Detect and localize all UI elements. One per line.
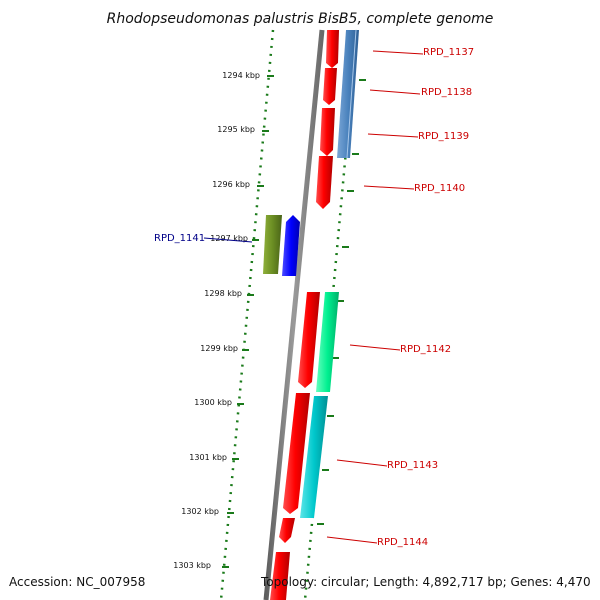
cds-block-springgreen	[316, 292, 339, 392]
cds-arrow-rpd-1141	[282, 215, 300, 276]
leader-line	[372, 50, 424, 55]
cds-arrow-rpd-1143-red	[283, 393, 310, 514]
cds-arrow-rpd-1144	[279, 518, 295, 543]
accession-text: Accession: NC_007958	[9, 575, 146, 589]
leader-line	[336, 459, 388, 467]
leader-line	[349, 344, 401, 351]
gene-label[interactable]: RPD_1140	[414, 183, 465, 194]
cds-arrow-rpd-1137	[326, 30, 339, 68]
leader-line	[203, 237, 253, 243]
scale-label: 1295 kbp	[217, 125, 255, 134]
scale-label: 1301 kbp	[189, 453, 227, 462]
gene-label[interactable]: RPD_1142	[400, 344, 451, 355]
scale-label: 1297 kbp	[210, 234, 248, 243]
scale-label: 1302 kbp	[181, 507, 219, 516]
scale-ticks	[222, 75, 366, 568]
leader-line	[367, 133, 419, 138]
cds-arrow-rpd-1140	[316, 156, 333, 209]
map-title: Rhodopseudomonas palustris BisB5, comple…	[107, 11, 494, 27]
scale-label: 1298 kbp	[204, 289, 242, 298]
gene-label[interactable]: RPD_1143	[387, 460, 438, 471]
scale-label: 1296 kbp	[212, 180, 250, 189]
scale-label: 1300 kbp	[194, 398, 232, 407]
cds-arrow-rpd-1138	[323, 68, 337, 105]
leader-line	[326, 536, 378, 544]
cds-highlight	[346, 29, 357, 159]
cds-block-cyan	[300, 396, 328, 518]
cds-arrow-rpd-1142-red	[298, 292, 320, 388]
cds-block-red-bottom	[270, 552, 290, 600]
topology-text: Topology: circular; Length: 4,892,717 bp…	[261, 575, 591, 589]
scale-label: 1303 kbp	[173, 561, 211, 570]
genome-backbone	[263, 29, 325, 600]
leader-line	[369, 89, 421, 95]
gene-label[interactable]: RPD_1138	[421, 87, 472, 98]
cds-block-olive	[263, 215, 282, 274]
gene-label[interactable]: RPD_1144	[377, 537, 428, 548]
leader-line	[363, 185, 415, 190]
gene-label[interactable]: RPD_1139	[418, 131, 469, 142]
scale-label: 1299 kbp	[200, 344, 238, 353]
cds-arrow-rpd-1139	[320, 108, 335, 156]
gene-label[interactable]: RPD_1141	[154, 233, 205, 244]
scale-label: 1294 kbp	[222, 71, 260, 80]
gene-label[interactable]: RPD_1137	[423, 47, 474, 58]
scale-dotline-left	[219, 29, 275, 600]
